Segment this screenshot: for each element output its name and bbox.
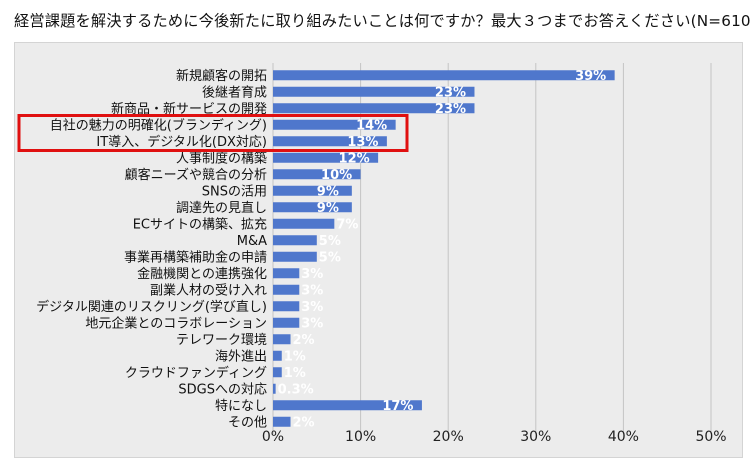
value-label: 23% xyxy=(435,102,466,117)
value-label: 0.3% xyxy=(278,382,314,397)
bar xyxy=(273,103,475,114)
bar xyxy=(273,301,300,312)
bar xyxy=(273,317,300,328)
category-label: SDGSへの対応 xyxy=(178,382,267,397)
category-label: 海外進出 xyxy=(215,349,267,364)
bar xyxy=(273,334,291,345)
category-label: 副業人材の受け入れ xyxy=(150,282,267,298)
x-tick-label: 40% xyxy=(608,429,639,445)
value-label: 2% xyxy=(293,415,315,430)
value-label: 14% xyxy=(356,118,387,133)
x-tick-label: 30% xyxy=(520,429,551,445)
bar xyxy=(273,416,291,427)
bar xyxy=(273,136,387,147)
bar xyxy=(273,383,276,394)
value-label: 9% xyxy=(317,184,339,199)
value-label: 13% xyxy=(347,135,378,150)
bar xyxy=(273,350,282,361)
value-label: 10% xyxy=(321,168,352,183)
value-label: 2% xyxy=(293,333,315,348)
value-label: 9% xyxy=(317,201,339,216)
category-label: 後継者育成 xyxy=(202,84,267,100)
bar xyxy=(273,218,335,229)
bar xyxy=(273,86,475,97)
bar xyxy=(273,202,352,213)
category-label: クラウドファンディング xyxy=(125,365,267,381)
category-label: 地元企業とのコラボレーション xyxy=(85,315,267,331)
value-label: 1% xyxy=(284,349,306,364)
bar xyxy=(273,119,396,130)
value-label: 5% xyxy=(319,250,341,265)
bar xyxy=(273,235,317,246)
bar xyxy=(273,70,615,81)
value-label: 3% xyxy=(301,283,323,298)
category-label: 事業再構築補助金の申請 xyxy=(124,249,267,265)
value-label: 3% xyxy=(301,300,323,315)
chart-panel: 0% 10% 20% 30% 40% 50% 新規顧客の開拓 39% 後継者育成 23% 新商品・新… xyxy=(14,42,743,458)
x-tick-label: 20% xyxy=(433,429,464,445)
bar xyxy=(273,367,282,378)
bar xyxy=(273,251,317,262)
category-label: ECサイトの構築、拡充 xyxy=(133,216,267,232)
category-label: 顧客ニーズや競合の分析 xyxy=(125,167,267,183)
bar xyxy=(273,185,352,196)
category-label: 特になし xyxy=(215,399,267,414)
value-label: 1% xyxy=(284,366,306,381)
bar xyxy=(273,169,361,180)
bar-chart: 0% 10% 20% 30% 40% 50% 新規顧客の開拓 39% 後継者育成 23% 新商品・新… xyxy=(17,63,727,445)
category-label: 人事制度の構築 xyxy=(176,150,267,166)
category-label: IT導入、デジタル化(DX対応) xyxy=(96,134,267,150)
x-tick-label: 0% xyxy=(262,429,284,445)
category-label: デジタル関連のリスクリング(学び直し) xyxy=(36,299,267,315)
bar xyxy=(273,400,422,411)
x-tick-label: 10% xyxy=(345,429,376,445)
category-label: テレワーク環境 xyxy=(176,333,267,348)
chart-title: 経営課題を解決するために今後新たに取り組みたいことは何ですか？最大３つまでお答え… xyxy=(14,12,752,30)
value-label: 23% xyxy=(435,85,466,100)
bar xyxy=(273,268,300,279)
bar xyxy=(273,152,379,163)
category-label: 新商品・新サービスの開発 xyxy=(111,101,267,117)
category-label: M&A xyxy=(237,234,267,249)
value-label: 39% xyxy=(575,69,606,84)
category-label: 金融機関との連携強化 xyxy=(137,266,267,282)
value-label: 12% xyxy=(339,151,370,166)
highlight-box xyxy=(17,114,409,152)
category-label: SNSの活用 xyxy=(202,184,267,199)
category-label: 調達先の見直し xyxy=(176,201,267,216)
value-label: 3% xyxy=(301,267,323,282)
bar xyxy=(273,284,300,295)
x-tick-label: 50% xyxy=(695,429,726,445)
category-label: 新規顧客の開拓 xyxy=(176,68,267,84)
category-label: その他 xyxy=(228,415,267,430)
category-label: 自社の魅力の明確化(ブランディング) xyxy=(50,117,267,133)
value-label: 5% xyxy=(319,234,341,249)
value-label: 7% xyxy=(336,217,358,232)
value-label: 17% xyxy=(382,399,413,414)
value-label: 3% xyxy=(301,316,323,331)
